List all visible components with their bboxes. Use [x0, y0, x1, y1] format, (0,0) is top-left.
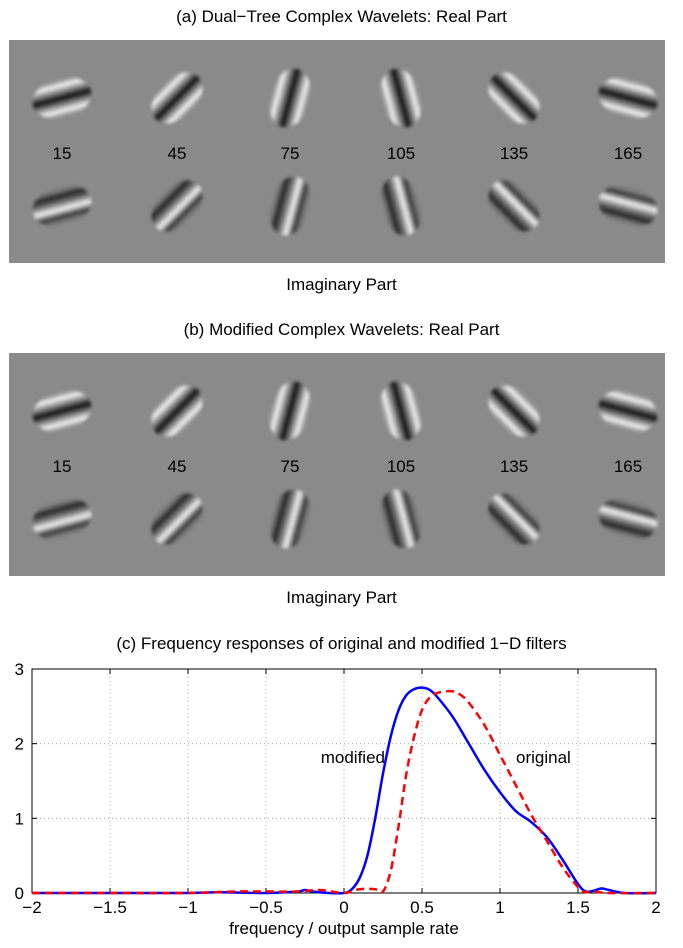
series-line-original	[31, 689, 657, 895]
x-tick-label: −1	[178, 898, 197, 917]
panel-a-wavelet-real-165	[598, 77, 658, 119]
x-tick-label: 1.5	[566, 898, 590, 917]
panel-a-wavelet-imag-105	[380, 176, 422, 236]
panel-b-angle-label-165: 165	[614, 457, 642, 476]
chart-title: (c) Frequency responses of original and …	[116, 634, 567, 653]
panel-a-subtitle: Imaginary Part	[286, 275, 397, 294]
panel-a-angle-label-135: 135	[500, 144, 528, 163]
panel-b-wavelet-imag-75	[269, 489, 311, 549]
panel-b-angle-label-105: 105	[387, 457, 415, 476]
panel-b-angle-label-75: 75	[281, 457, 300, 476]
panel-a-wavelet-imag-135	[488, 180, 540, 232]
y-tick-label: 1	[15, 809, 24, 828]
panel-b-wavelet-real-45	[151, 385, 203, 437]
panel-a-wavelet-imag-165	[598, 185, 658, 227]
panel-a-angle-label-45: 45	[168, 144, 187, 163]
panel-b-wavelet-imag-45	[151, 493, 203, 545]
panel-b-wavelet-real-105	[380, 381, 422, 441]
panel-b-wavelet-imag-165	[598, 498, 658, 540]
panel-a-wavelet-real-45	[151, 72, 203, 124]
panel-a-angle-label-75: 75	[281, 144, 300, 163]
x-tick-label: −1.5	[93, 898, 127, 917]
y-tick-label: 0	[15, 884, 24, 903]
panel-b-angle-label-15: 15	[53, 457, 72, 476]
frequency-response-chart: −2 −1.5 −1 −0.5 0 0.5 1 1.5 2 0 1 2 3 modified origi…	[15, 660, 661, 938]
panel-a-angle-label-165: 165	[614, 144, 642, 163]
panel-b-wavelet-imag-15	[32, 498, 92, 540]
panel-b-subtitle: Imaginary Part	[286, 588, 397, 607]
panel-b-wavelet-real-135	[488, 385, 540, 437]
y-tick-label: 3	[15, 660, 24, 679]
x-tick-label: −2	[22, 898, 41, 917]
panel-b-wavelet-real-15	[32, 390, 92, 432]
annotation-original: original	[516, 748, 571, 767]
x-axis-label: frequency / output sample rate	[229, 919, 459, 938]
panel-b-wavelet-real-165	[598, 390, 658, 432]
panel-b-angle-label-135: 135	[500, 457, 528, 476]
chart-annotations: modified original	[321, 748, 571, 767]
chart-series	[31, 686, 657, 895]
panel-a-wavelet-image: 15 45 75 105 135 165	[9, 40, 665, 263]
panel-b-wavelet-imag-135	[488, 493, 540, 545]
annotation-modified: modified	[321, 748, 385, 767]
panel-b-angle-label-45: 45	[168, 457, 187, 476]
panel-a-wavelet-imag-45	[151, 180, 203, 232]
y-tick-label: 2	[15, 735, 24, 754]
panel-a-angle-label-15: 15	[53, 144, 72, 163]
panel-a-angle-label-105: 105	[387, 144, 415, 163]
panel-a-wavelet-imag-75	[269, 176, 311, 236]
series-line-modified	[31, 686, 657, 895]
x-tick-label: −0.5	[249, 898, 283, 917]
panel-b-wavelet-imag-105	[380, 489, 422, 549]
panel-a-wavelet-real-105	[380, 68, 422, 128]
chart-grid	[32, 669, 656, 893]
x-tick-label: 0	[339, 898, 348, 917]
panel-a-wavelet-imag-15	[32, 185, 92, 227]
panel-b-wavelet-real-75	[269, 381, 311, 441]
panel-b-wavelet-image: 15 45 75 105 135 165	[9, 353, 665, 576]
panel-a-title: (a) Dual−Tree Complex Wavelets: Real Par…	[176, 7, 507, 26]
x-tick-labels: −2 −1.5 −1 −0.5 0 0.5 1 1.5 2	[22, 898, 660, 917]
panel-b-title: (b) Modified Complex Wavelets: Real Part	[183, 320, 500, 339]
panel-a-wavelet-real-15	[32, 77, 92, 119]
x-tick-label: 0.5	[410, 898, 434, 917]
panel-a-wavelet-real-135	[488, 72, 540, 124]
y-tick-labels: 0 1 2 3	[15, 660, 24, 903]
x-tick-label: 2	[651, 898, 660, 917]
panel-a-wavelet-real-75	[269, 68, 311, 128]
x-tick-label: 1	[495, 898, 504, 917]
